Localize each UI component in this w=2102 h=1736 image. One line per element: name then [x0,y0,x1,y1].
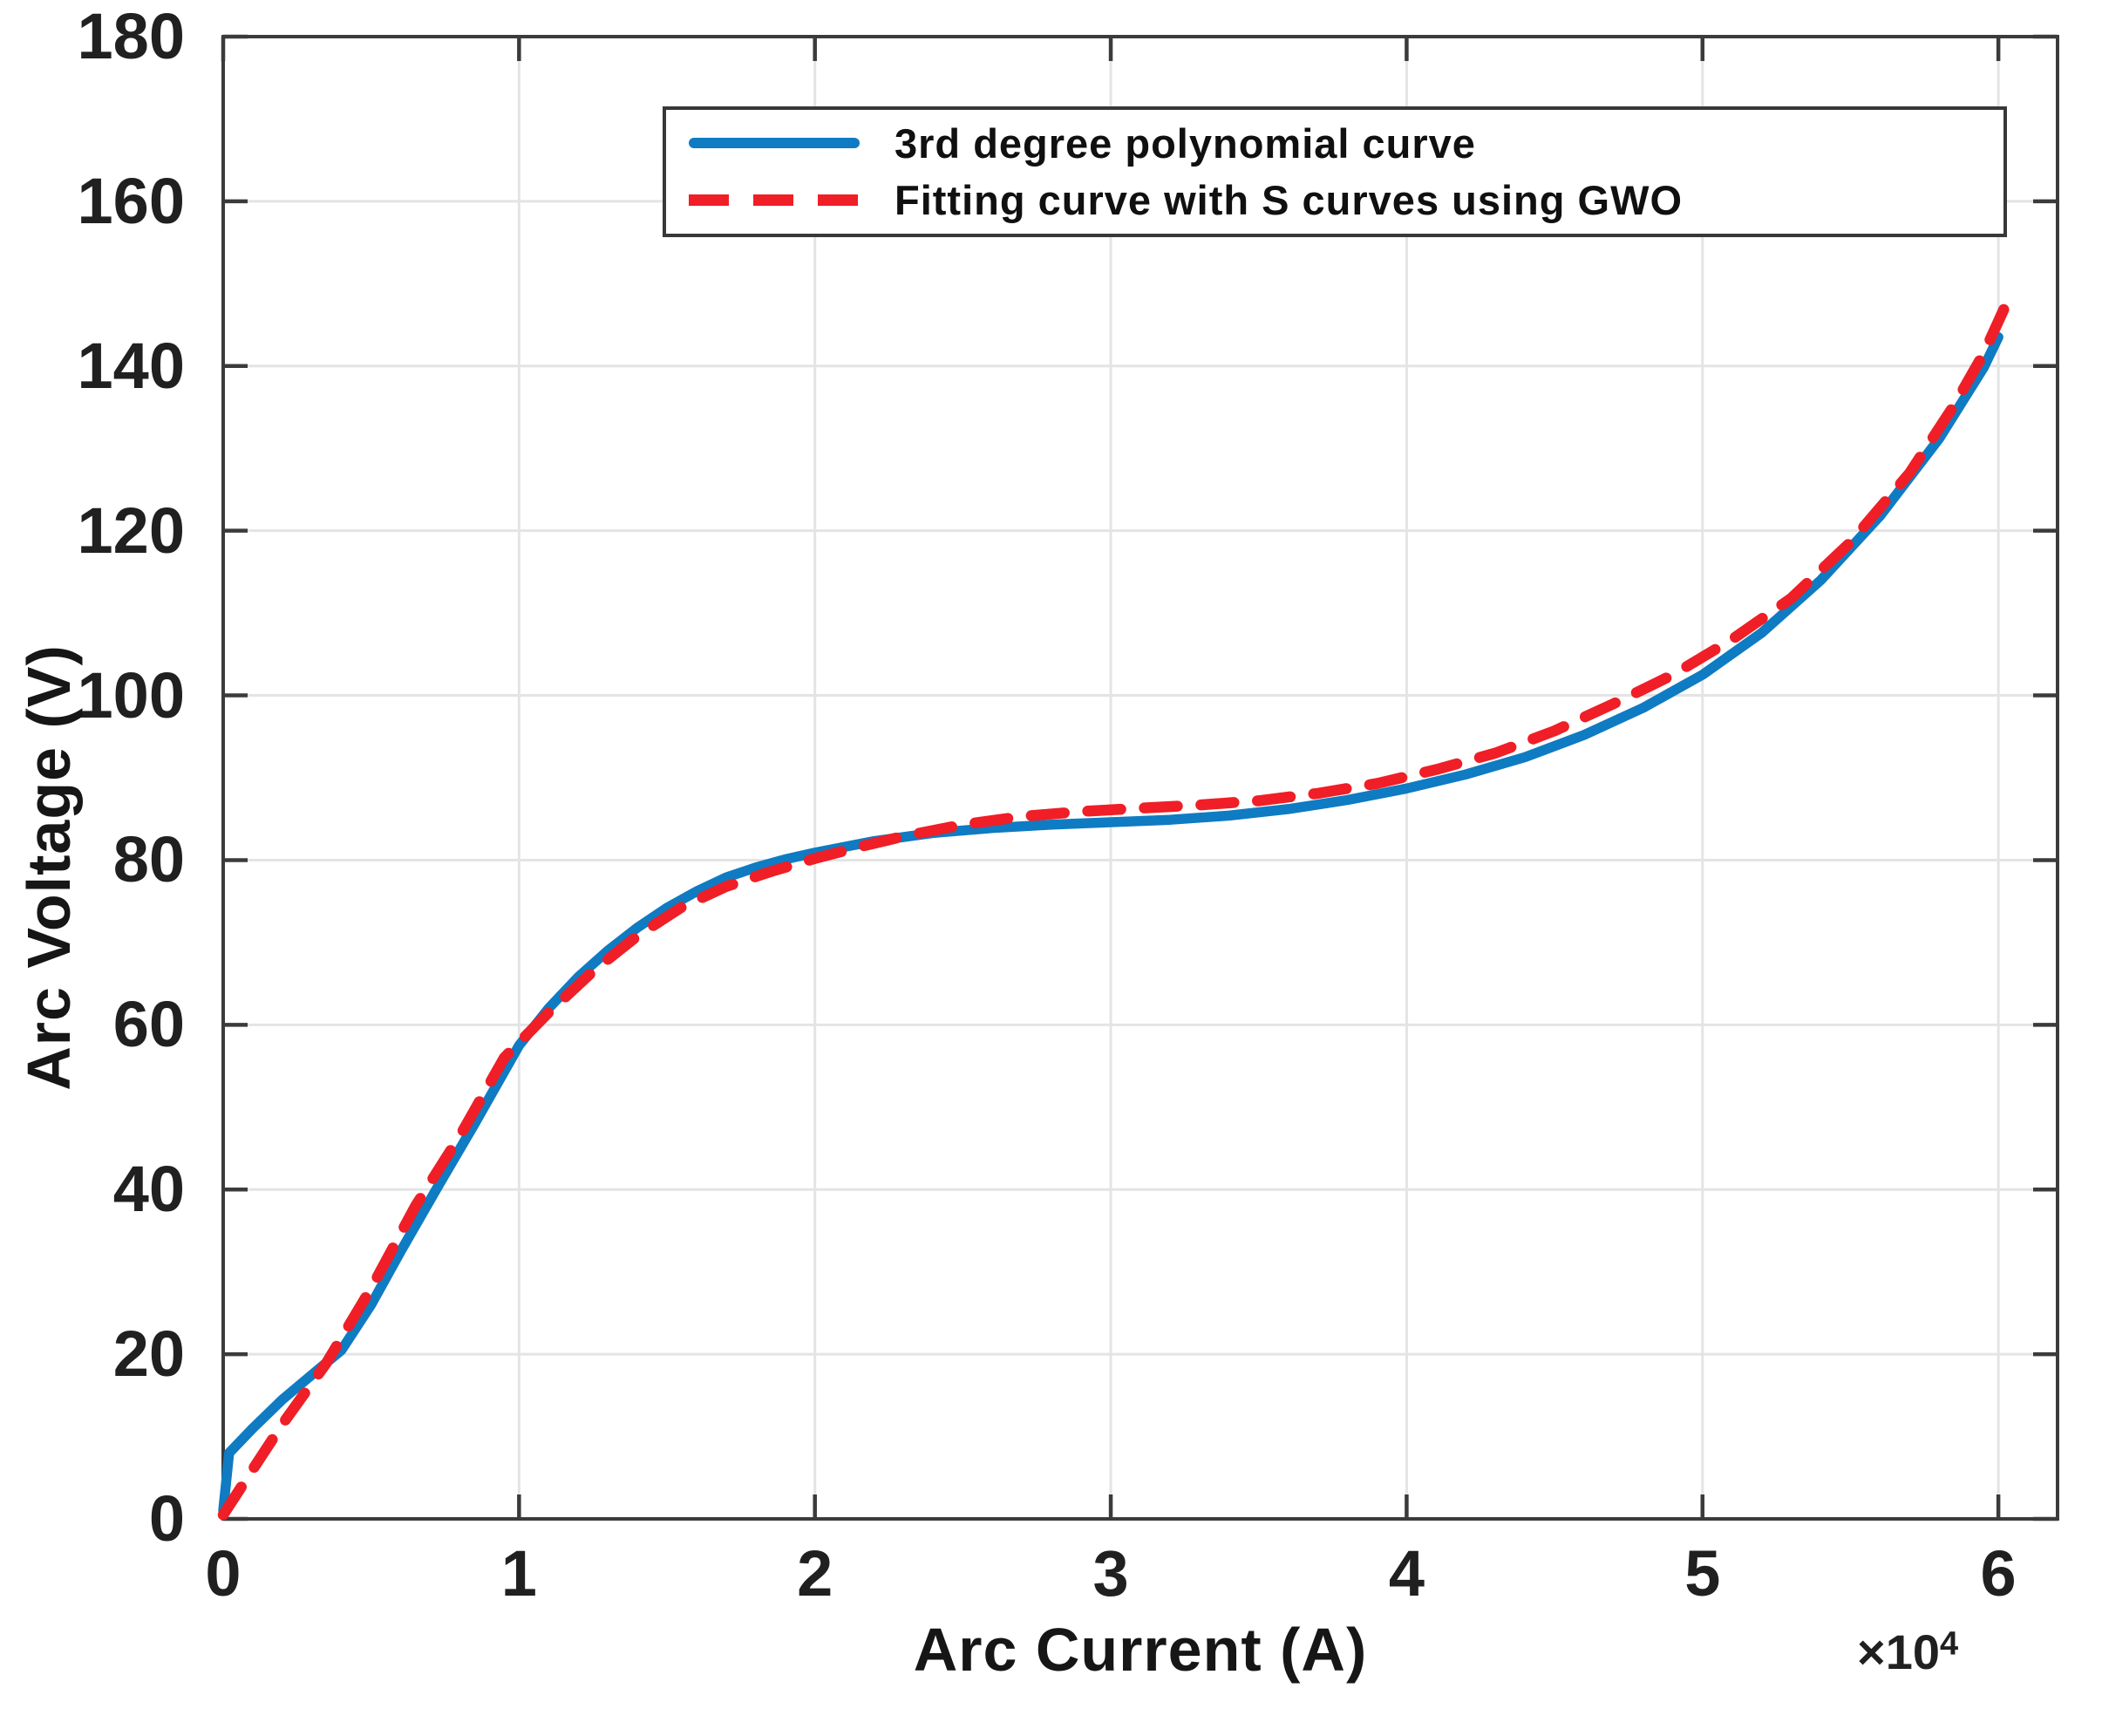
solid-line-icon [689,138,860,149]
y-tick-label: 40 [112,1153,185,1226]
legend-label-gwo-fit: Fitting curve with S curves using GWO [895,177,1683,224]
x-axis-multiplier-base: ×10 [1857,1624,1940,1679]
y-tick-label: 60 [112,988,185,1061]
polynomial-curve [218,331,2003,1516]
x-tick-label: 1 [500,1537,537,1610]
y-tick-label: 160 [77,164,185,237]
y-tick-label: 180 [77,0,185,72]
legend: 3rd degree polynomial curve Fitting curv… [663,106,2007,237]
y-tick-label: 0 [148,1482,185,1555]
legend-sample-dashed [689,194,863,207]
y-tick-label: 20 [112,1317,185,1391]
legend-label-polynomial: 3rd degree polynomial curve [895,119,1476,167]
x-axis-multiplier-exponent: 4 [1940,1625,1959,1663]
x-axis-multiplier: ×104 [1857,1624,1958,1680]
x-tick-label: 4 [1388,1537,1425,1610]
y-tick-label: 100 [77,658,185,732]
x-tick-label: 6 [1980,1537,2017,1610]
dashed-line-icon [689,194,860,207]
y-tick-label: 120 [77,494,185,567]
x-tick-label: 3 [1092,1537,1129,1610]
x-axis-title: Arc Current (A) [913,1616,1368,1684]
x-tick-label: 0 [205,1537,241,1610]
gwo-fit-curve [217,303,2010,1521]
y-tick-label: 80 [112,823,185,896]
legend-entry-polynomial: 3rd degree polynomial curve [689,119,2003,167]
legend-sample-solid [689,138,863,149]
x-tick-label: 5 [1684,1537,1721,1610]
y-axis-title: Arc Voltage (V) [15,644,83,1091]
plot-box [221,35,2059,1521]
legend-entry-gwo-fit: Fitting curve with S curves using GWO [689,176,2003,224]
y-tick-label: 140 [77,329,185,402]
x-tick-label: 2 [797,1537,833,1610]
